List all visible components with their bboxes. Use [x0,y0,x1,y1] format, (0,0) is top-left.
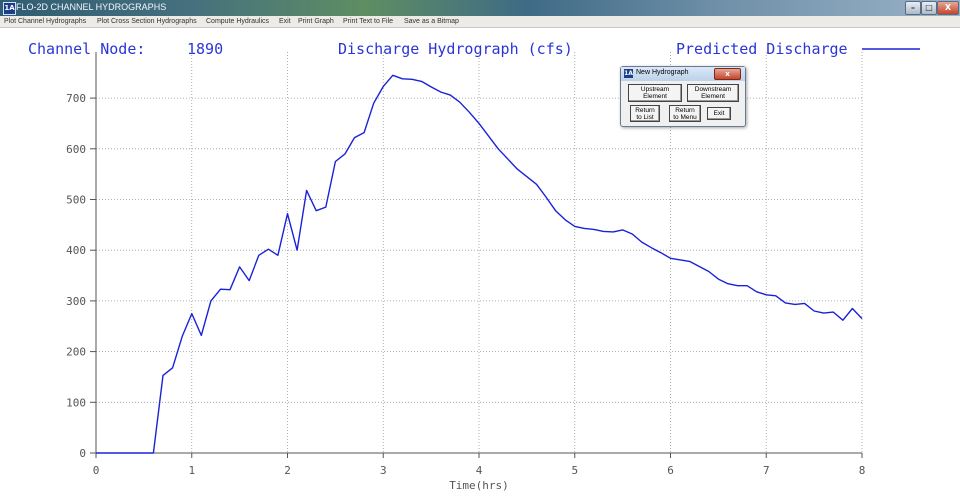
y-tick-label: 300 [66,295,86,308]
window-title: FLO-2D CHANNEL HYDROGRAPHS [16,2,167,12]
dialog-app-icon: 1A [624,69,633,78]
dialog-close-button[interactable]: x [714,68,741,80]
dialog-caption: 1A New Hydrograph x [621,67,745,81]
y-tick-label: 500 [66,194,86,207]
y-tick-label: 200 [66,346,86,359]
x-tick-label: 6 [667,464,674,477]
x-tick-label: 7 [763,464,770,477]
x-tick-label: 0 [93,464,100,477]
channel-node-label: Channel Node: [28,40,145,58]
return-to-menu-button[interactable]: Return to Menu [669,105,701,122]
graph-title: Discharge Hydrograph (cfs) [338,40,573,58]
dialog-title: New Hydrograph [636,69,689,76]
new-hydrograph-dialog: 1A New Hydrograph x Upstream Element Dow… [620,66,746,127]
menu-print-graph[interactable]: Print Graph [298,18,334,25]
series-line-predicted-discharge [96,74,863,454]
tick-labels: 0 1 2 3 4 5 6 7 8 0 100 200 300 400 500 600 700 [66,92,865,477]
channel-node-value: 1890 [187,40,223,58]
title-bar: 1A FLO-2D CHANNEL HYDROGRAPHS – □ X [0,0,960,16]
x-tick-label: 5 [571,464,578,477]
menu-exit[interactable]: Exit [279,18,291,25]
close-button[interactable]: X [937,1,959,15]
menu-plot-cross-section-hydrographs[interactable]: Plot Cross Section Hydrographs [97,18,197,25]
y-tick-label: 0 [79,447,86,460]
downstream-element-button[interactable]: Downstream Element [687,84,739,102]
hydrograph-plot: Channel Node: 1890 Discharge Hydrograph … [28,40,920,492]
y-tick-label: 100 [66,396,86,409]
x-tick-label: 4 [476,464,483,477]
grid [96,52,863,453]
x-axis-label: Time(hrs) [449,479,509,492]
x-tick-label: 1 [188,464,195,477]
y-tick-label: 400 [66,244,86,257]
menu-compute-hydraulics[interactable]: Compute Hydraulics [206,18,270,25]
menu-bar: Plot Channel Hydrographs Plot Cross Sect… [0,16,960,28]
x-tick-label: 2 [284,464,291,477]
menu-save-as-bitmap[interactable]: Save as a Bitmap [404,18,459,25]
minimize-button[interactable]: – [905,1,921,15]
x-tick-label: 3 [380,464,387,477]
x-tick-label: 8 [859,464,866,477]
menu-print-text-to-file[interactable]: Print Text to File [343,18,394,25]
menu-plot-channel-hydrographs[interactable]: Plot Channel Hydrographs [4,18,87,25]
series-layer [96,74,863,454]
return-to-list-button[interactable]: Return to List [630,105,660,122]
exit-button[interactable]: Exit [707,107,731,120]
upstream-element-button[interactable]: Upstream Element [628,84,682,102]
y-tick-label: 700 [66,92,86,105]
legend-label: Predicted Discharge [676,40,848,58]
maximize-button[interactable]: □ [921,1,937,15]
y-tick-label: 600 [66,143,86,156]
app-icon: 1A [3,2,16,15]
